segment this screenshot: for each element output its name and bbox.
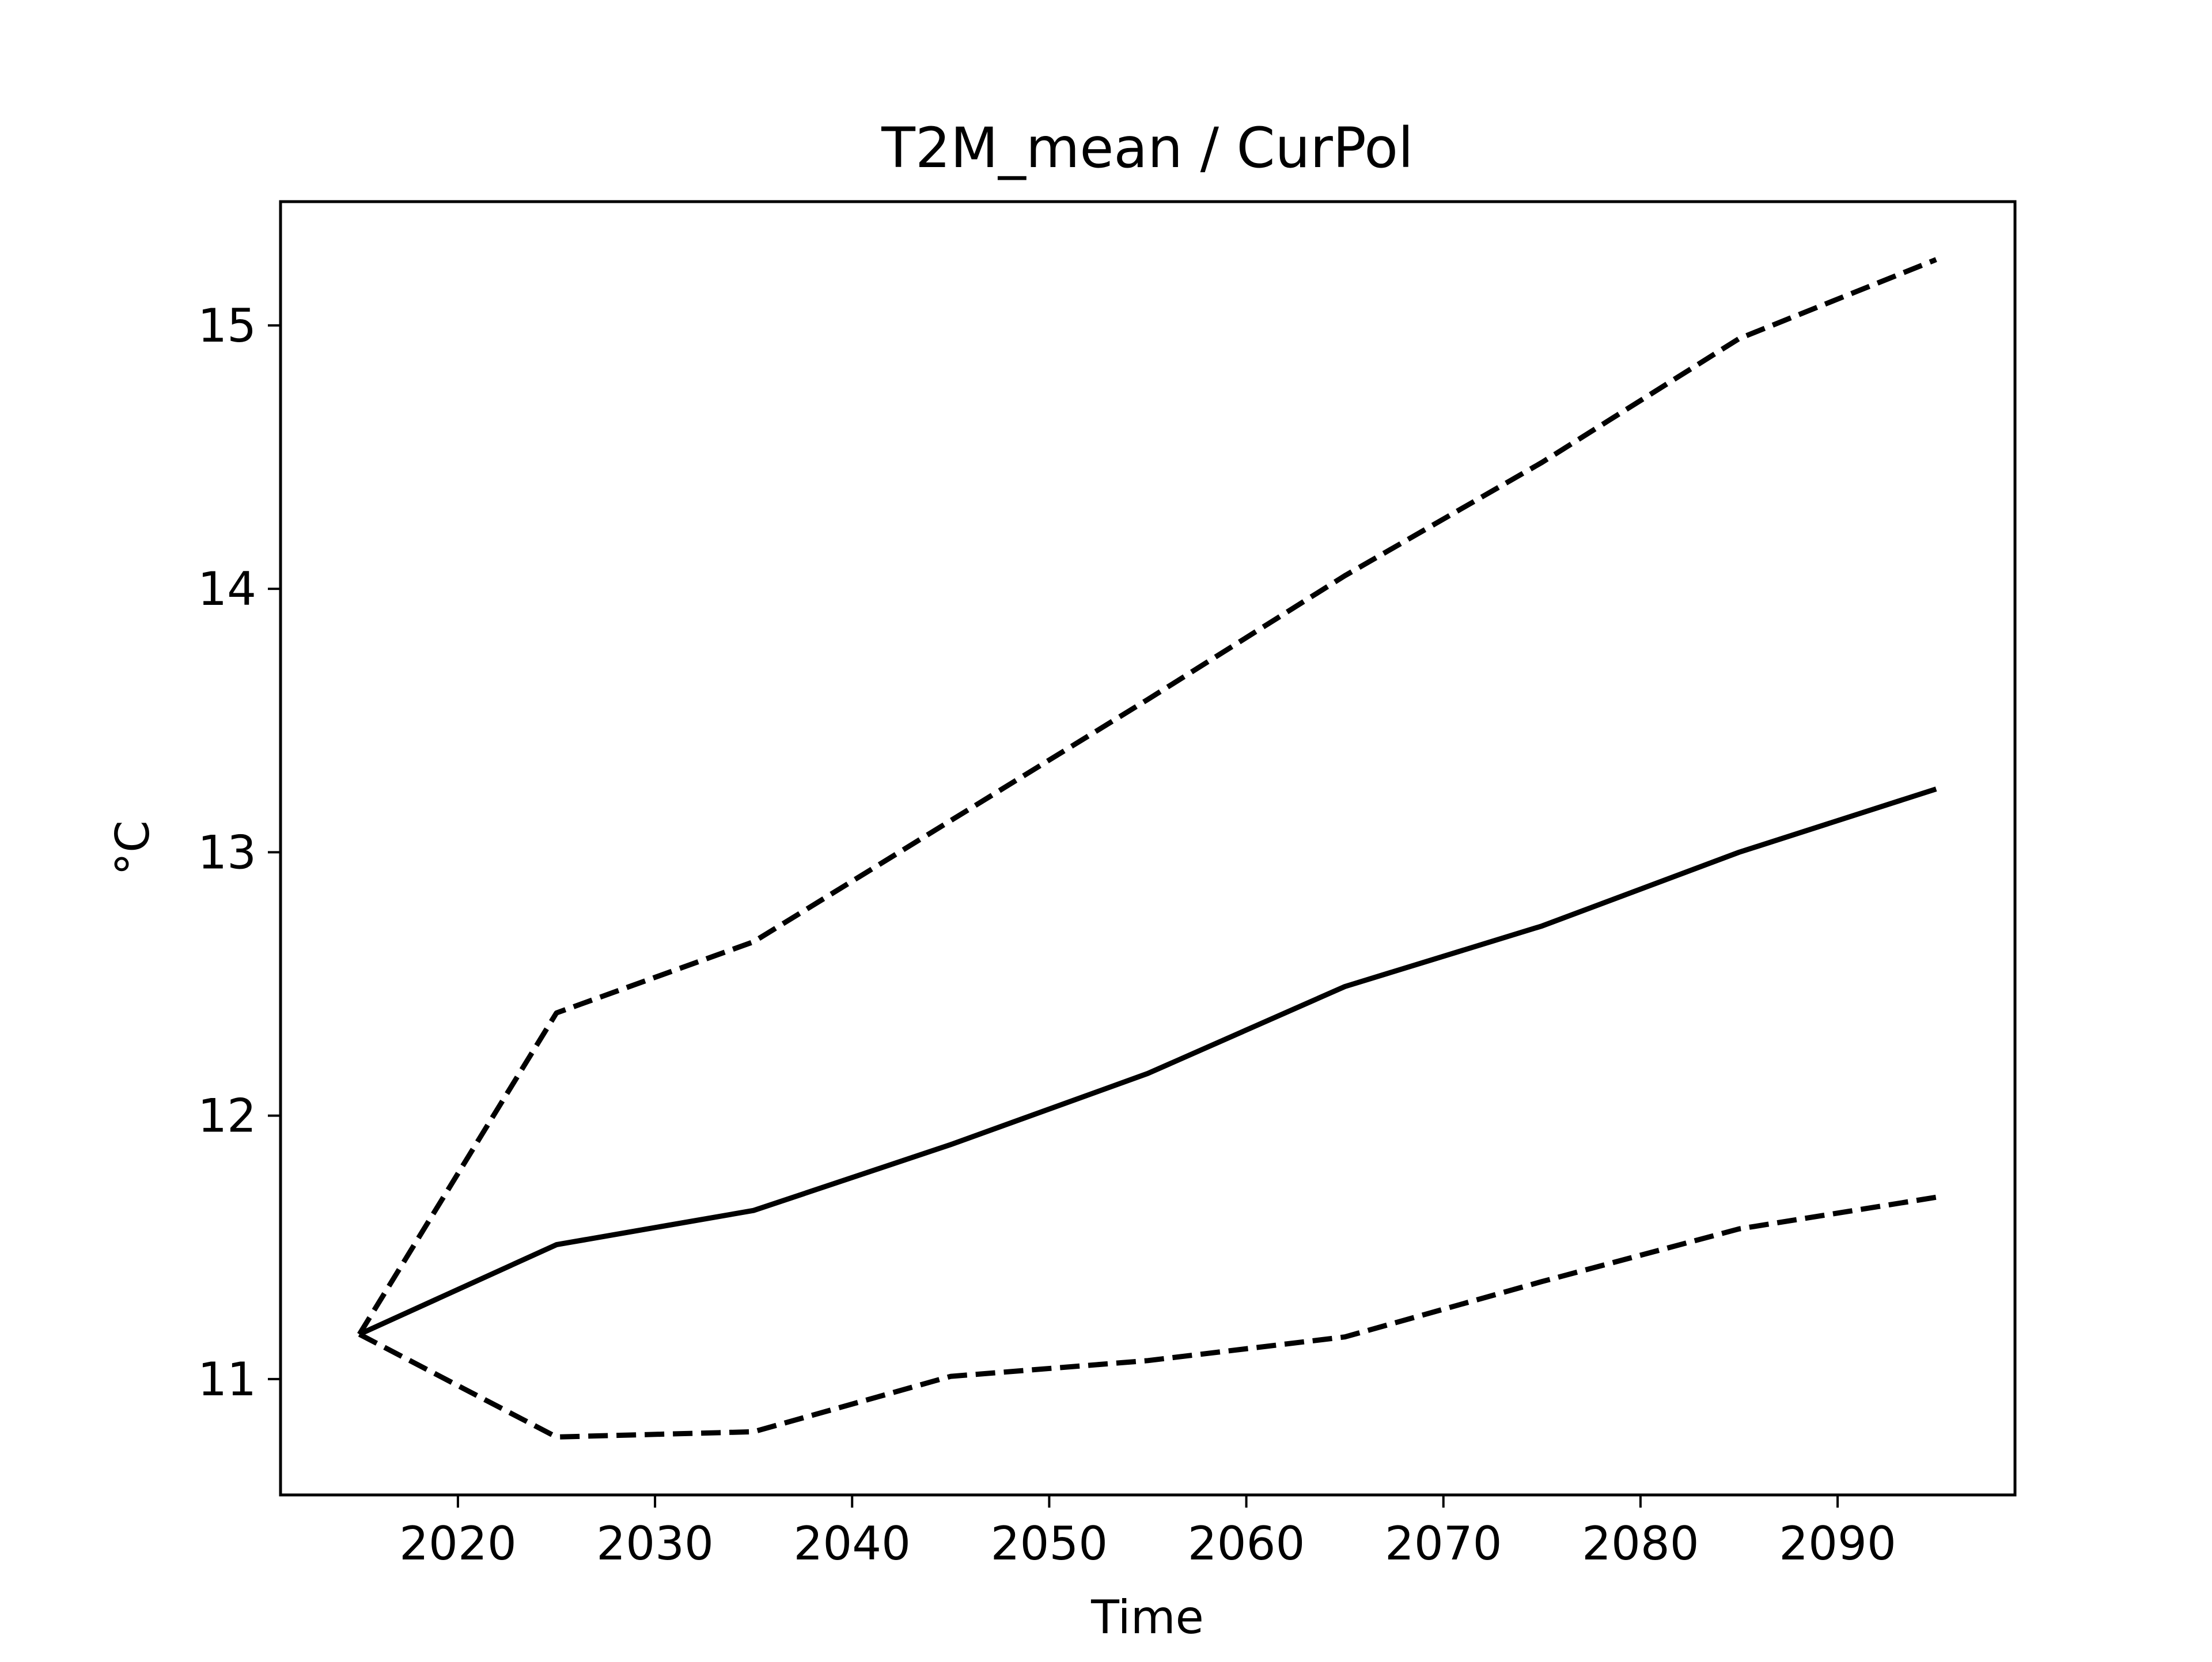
x-axis-ticks: 2020 2030 2040 2050 2060 2070 2080 2090 — [399, 1495, 1896, 1570]
y-tick-label: 11 — [198, 1353, 256, 1406]
x-tick-label: 2030 — [596, 1517, 714, 1570]
series-line-1 — [358, 786, 1937, 1337]
x-tick-label: 2020 — [399, 1517, 517, 1570]
series-layer — [357, 257, 1937, 1440]
x-axis-label: Time — [1090, 1591, 1204, 1644]
y-tick-label: 14 — [198, 562, 256, 616]
series-line-3 — [358, 1194, 1937, 1440]
y-axis-ticks: 11 12 13 14 15 — [198, 299, 281, 1406]
series-line-2 — [357, 257, 1937, 1336]
plot-area-frame — [279, 200, 2017, 1497]
y-tick-label: 15 — [198, 299, 256, 353]
x-tick-label: 2080 — [1582, 1517, 1699, 1570]
x-tick-label: 2090 — [1779, 1517, 1896, 1570]
y-tick-label: 12 — [198, 1089, 256, 1143]
chart-title: T2M_mean / CurPol — [881, 116, 1413, 180]
x-tick-label: 2060 — [1188, 1517, 1305, 1570]
y-axis-label: °C — [106, 820, 160, 876]
x-tick-label: 2050 — [991, 1517, 1108, 1570]
y-tick-label: 13 — [198, 826, 256, 879]
x-tick-label: 2070 — [1385, 1517, 1502, 1570]
x-tick-label: 2040 — [793, 1517, 911, 1570]
